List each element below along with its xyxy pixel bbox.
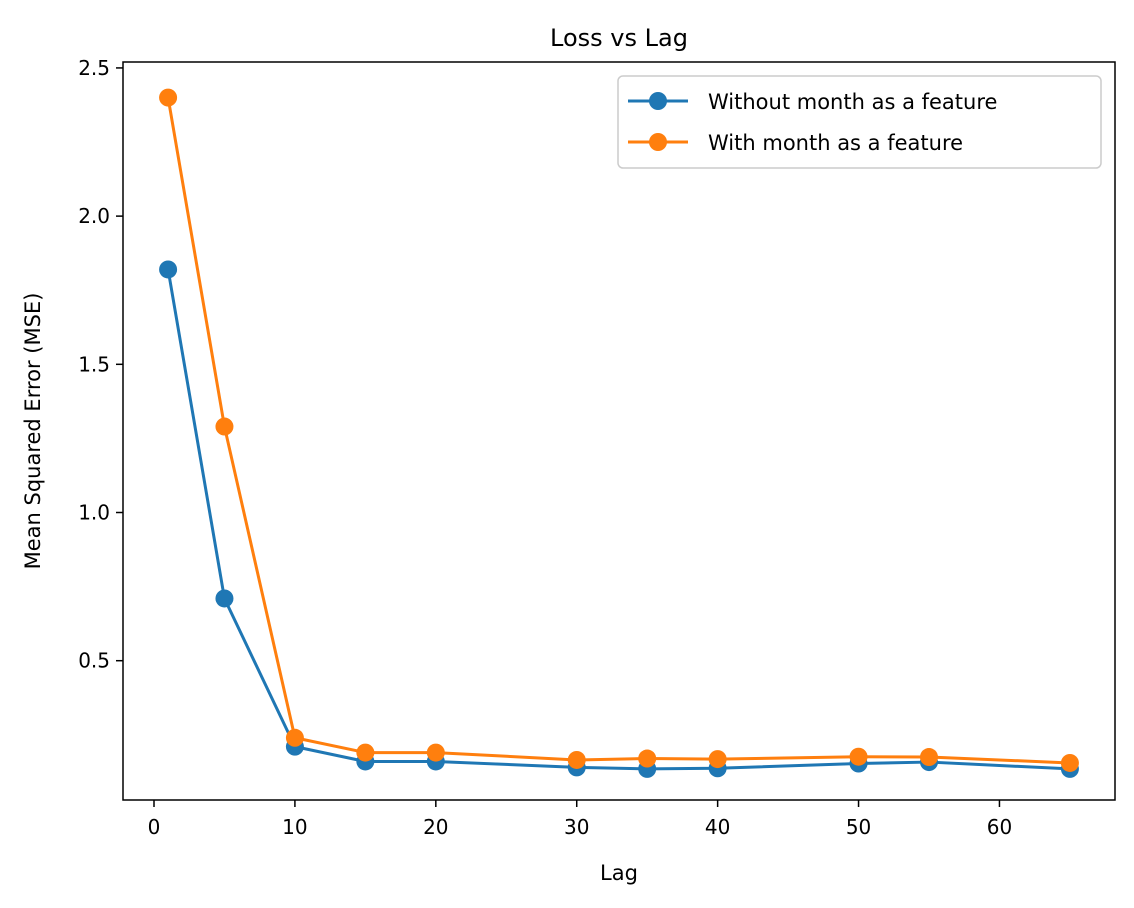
legend-marker-with-month <box>649 133 667 151</box>
data-point-series-1 <box>285 728 304 747</box>
plot-frame <box>122 61 1116 801</box>
x-tick-label: 40 <box>705 815 730 839</box>
chart-title: Loss vs Lag <box>550 24 688 52</box>
data-point-series-1 <box>920 748 938 767</box>
data-point-series-1 <box>638 749 657 768</box>
x-tick-label: 20 <box>423 815 448 839</box>
y-tick-label: 1.0 <box>78 501 110 525</box>
y-tick-label: 0.5 <box>78 649 110 673</box>
legend-box <box>617 75 1102 169</box>
y-tick-label: 2.0 <box>78 204 110 228</box>
y-tick-label: 2.5 <box>78 56 110 80</box>
legend: Without month as a feature With month as… <box>617 75 1102 169</box>
legend-label-without-month: Without month as a feature <box>708 90 997 114</box>
x-tick-label: 10 <box>282 815 307 839</box>
data-point-series-1 <box>159 88 178 107</box>
x-axis-ticks: 0 10 20 30 40 50 60 <box>148 800 1012 839</box>
legend-marker-without-month <box>649 92 667 110</box>
data-point-series-1 <box>215 417 234 436</box>
x-tick-label: 50 <box>846 815 871 839</box>
y-tick-label: 1.5 <box>78 352 110 376</box>
data-point-series-1 <box>708 750 727 769</box>
data-point-series-1 <box>1060 753 1079 772</box>
x-tick-label: 60 <box>987 815 1012 839</box>
data-point-series-1 <box>426 743 445 762</box>
x-tick-label: 30 <box>564 815 589 839</box>
legend-label-with-month: With month as a feature <box>708 131 963 155</box>
data-point-series-1 <box>849 747 868 766</box>
data-point-series-0 <box>159 260 178 279</box>
data-point-series-1 <box>356 743 375 762</box>
y-axis-label: Mean Squared Error (MSE) <box>21 293 45 570</box>
data-point-series-1 <box>567 750 586 769</box>
data-point-series-0 <box>215 589 234 608</box>
series-layer <box>159 88 1079 778</box>
y-axis-ticks: 0.5 1.0 1.5 2.0 2.5 <box>78 56 123 673</box>
x-tick-label: 0 <box>148 815 161 839</box>
x-axis-label: Lag <box>600 861 638 885</box>
